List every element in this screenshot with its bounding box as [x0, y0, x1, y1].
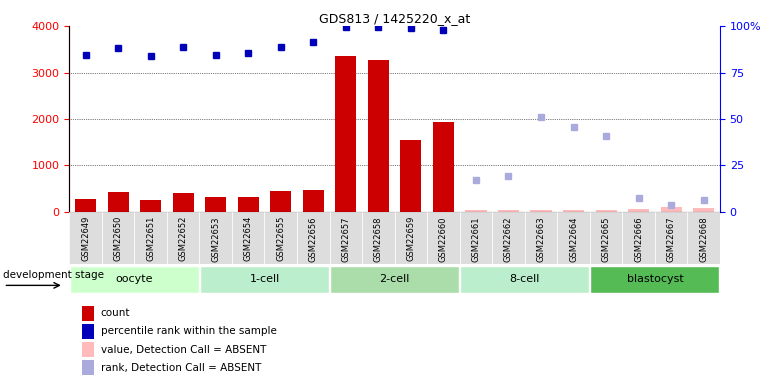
Bar: [70, 266, 199, 293]
Bar: [498, 210, 519, 212]
Text: percentile rank within the sample: percentile rank within the sample: [101, 327, 276, 336]
Text: GSM22650: GSM22650: [114, 216, 122, 261]
Text: value, Detection Call = ABSENT: value, Detection Call = ABSENT: [101, 345, 266, 354]
Bar: [303, 190, 324, 212]
Text: 2-cell: 2-cell: [380, 274, 410, 284]
Bar: [330, 266, 459, 293]
Bar: [167, 212, 199, 264]
Text: GSM22665: GSM22665: [601, 216, 611, 262]
Bar: [335, 56, 357, 212]
Bar: [368, 60, 389, 212]
Bar: [460, 266, 589, 293]
Text: rank, Detection Call = ABSENT: rank, Detection Call = ABSENT: [101, 363, 261, 372]
Bar: [82, 324, 94, 339]
Bar: [492, 212, 525, 264]
Text: GSM22659: GSM22659: [407, 216, 415, 261]
Bar: [693, 208, 715, 212]
Bar: [199, 212, 232, 264]
Bar: [525, 212, 557, 264]
Bar: [75, 199, 96, 212]
Text: blastocyst: blastocyst: [627, 274, 683, 284]
Bar: [433, 122, 454, 212]
Bar: [531, 210, 551, 212]
Text: oocyte: oocyte: [116, 274, 153, 284]
Text: GSM22651: GSM22651: [146, 216, 155, 261]
Bar: [688, 212, 720, 264]
Bar: [135, 212, 167, 264]
Bar: [590, 212, 622, 264]
Bar: [661, 207, 681, 212]
Bar: [172, 193, 194, 212]
Text: count: count: [101, 309, 130, 318]
Bar: [362, 212, 394, 264]
Bar: [102, 212, 135, 264]
Text: 1-cell: 1-cell: [249, 274, 280, 284]
Bar: [400, 140, 421, 212]
Bar: [238, 196, 259, 212]
Text: GSM22662: GSM22662: [504, 216, 513, 262]
Bar: [82, 360, 94, 375]
Bar: [654, 212, 688, 264]
Bar: [557, 212, 590, 264]
Bar: [465, 210, 487, 212]
Text: GSM22657: GSM22657: [341, 216, 350, 262]
Text: GSM22658: GSM22658: [374, 216, 383, 262]
Bar: [427, 212, 460, 264]
Text: GSM22660: GSM22660: [439, 216, 448, 262]
Bar: [200, 266, 329, 293]
Bar: [270, 191, 291, 212]
Bar: [591, 266, 719, 293]
Text: GSM22656: GSM22656: [309, 216, 318, 262]
Text: GSM22661: GSM22661: [471, 216, 480, 262]
Bar: [82, 342, 94, 357]
Text: GSM22668: GSM22668: [699, 216, 708, 262]
Bar: [460, 212, 492, 264]
Bar: [595, 210, 617, 212]
Bar: [265, 212, 297, 264]
Bar: [69, 212, 102, 264]
Text: GSM22666: GSM22666: [634, 216, 643, 262]
Text: GSM22655: GSM22655: [276, 216, 285, 261]
Bar: [628, 209, 649, 212]
Text: 8-cell: 8-cell: [510, 274, 540, 284]
Bar: [394, 212, 427, 264]
Title: GDS813 / 1425220_x_at: GDS813 / 1425220_x_at: [319, 12, 470, 25]
Bar: [622, 212, 654, 264]
Bar: [330, 212, 362, 264]
Text: GSM22663: GSM22663: [537, 216, 545, 262]
Text: development stage: development stage: [3, 270, 105, 280]
Bar: [232, 212, 265, 264]
Text: GSM22667: GSM22667: [667, 216, 675, 262]
Text: GSM22664: GSM22664: [569, 216, 578, 262]
Bar: [297, 212, 330, 264]
Text: GSM22649: GSM22649: [81, 216, 90, 261]
Text: GSM22652: GSM22652: [179, 216, 188, 261]
Text: GSM22653: GSM22653: [211, 216, 220, 262]
Bar: [108, 192, 129, 212]
Text: GSM22654: GSM22654: [244, 216, 253, 261]
Bar: [82, 306, 94, 321]
Bar: [140, 200, 161, 212]
Bar: [205, 198, 226, 212]
Bar: [563, 210, 584, 212]
